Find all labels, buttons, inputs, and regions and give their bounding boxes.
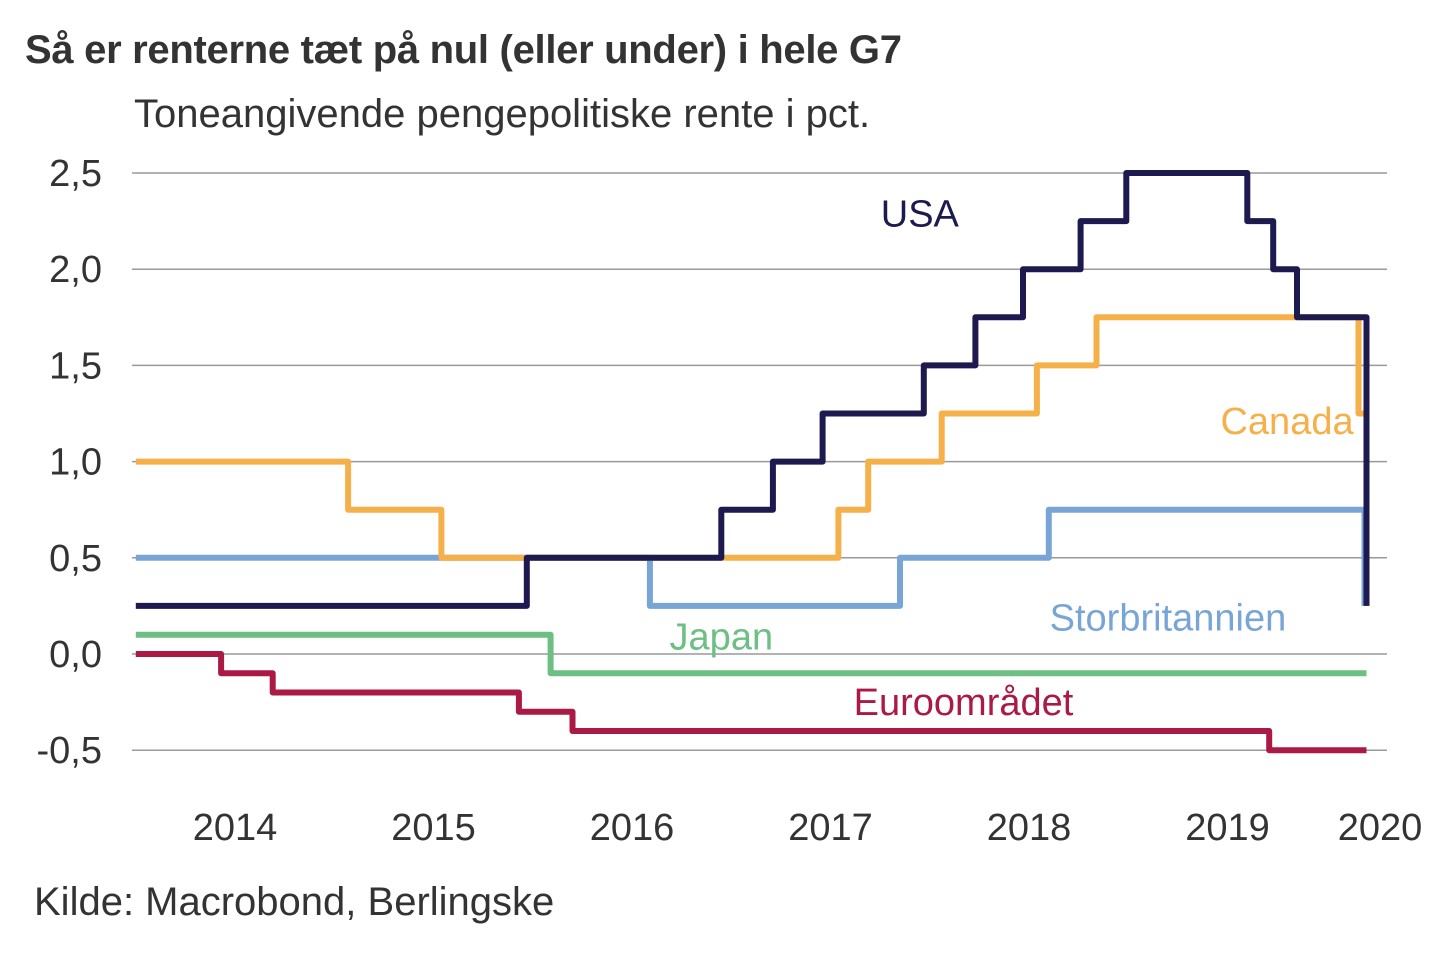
y-tick-label: 2,0 bbox=[49, 249, 102, 291]
x-tick-label: 2016 bbox=[590, 807, 675, 849]
x-tick-label: 2019 bbox=[1185, 807, 1270, 849]
y-tick-label: 1,5 bbox=[49, 345, 102, 387]
series-label: Euroområdet bbox=[854, 682, 1074, 724]
series-line-euroomrdet bbox=[135, 651, 1367, 754]
y-axis: 2,5 2,0 1,5 1,0 0,5 0,0 -0,5 bbox=[37, 153, 102, 772]
x-tick-label: 2020 bbox=[1338, 807, 1423, 849]
y-tick-label: -0,5 bbox=[37, 730, 102, 772]
y-tick-label: 0,5 bbox=[49, 538, 102, 580]
series-label: Canada bbox=[1220, 401, 1354, 443]
series-label: USA bbox=[881, 193, 960, 235]
y-tick-label: 2,5 bbox=[49, 153, 102, 195]
x-tick-label: 2015 bbox=[391, 807, 476, 849]
series-line-storbritannien bbox=[135, 506, 1368, 609]
y-tick-label: 0,0 bbox=[49, 634, 102, 676]
x-tick-label: 2017 bbox=[788, 807, 873, 849]
x-tick-label: 2014 bbox=[193, 807, 278, 849]
series-line-canada bbox=[135, 314, 1370, 561]
series-labels: USA Canada Storbritannien Japan Euroområdet bbox=[670, 193, 1355, 724]
series-lines bbox=[135, 170, 1370, 754]
y-tick-label: 1,0 bbox=[49, 442, 102, 484]
series-label: Japan bbox=[670, 617, 774, 659]
series-label: Storbritannien bbox=[1050, 597, 1287, 639]
x-axis: 2014 2015 2016 2017 2018 2019 2020 bbox=[193, 807, 1423, 849]
series-line-usa bbox=[135, 170, 1370, 609]
series-line-japan bbox=[135, 631, 1367, 677]
chart-subtitle: Toneangivende pengepolitiske rente i pct… bbox=[134, 92, 871, 136]
chart-title: Så er renterne tæt på nul (eller under) … bbox=[25, 28, 902, 72]
x-tick-label: 2018 bbox=[987, 807, 1072, 849]
source-note: Kilde: Macrobond, Berlingske bbox=[34, 880, 555, 924]
